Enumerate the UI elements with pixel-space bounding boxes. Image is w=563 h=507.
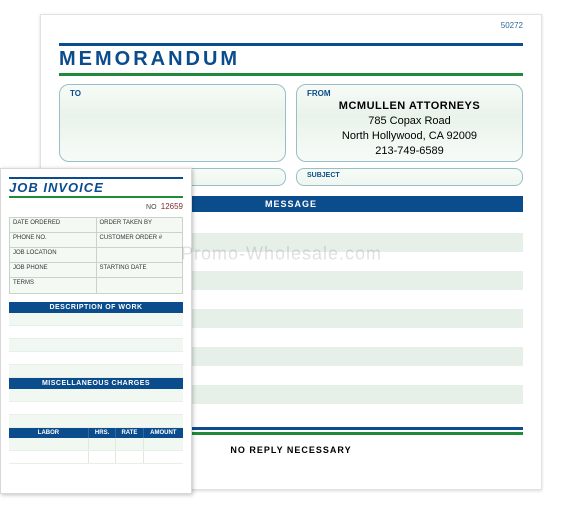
labor-cell[interactable] xyxy=(9,451,89,463)
labor-cell[interactable] xyxy=(144,451,183,463)
labor-row[interactable] xyxy=(9,451,183,464)
labor-cell[interactable] xyxy=(89,438,116,450)
section-line[interactable] xyxy=(9,365,183,378)
labor-cell[interactable] xyxy=(116,438,143,450)
rule-green-top xyxy=(59,73,523,76)
invoice-title: JOB INVOICE xyxy=(9,180,183,195)
field-row: PHONE NO.CUSTOMER ORDER # xyxy=(10,233,182,248)
desc-header: DESCRIPTION OF WORK xyxy=(9,302,183,313)
section-line[interactable] xyxy=(9,326,183,339)
inv-rule-blue xyxy=(9,177,183,179)
labor-cell[interactable] xyxy=(116,451,143,463)
labor-header-cell: HRS. xyxy=(89,428,116,438)
section-line[interactable] xyxy=(9,402,183,415)
field-row: DATE ORDEREDORDER TAKEN BY xyxy=(10,218,182,233)
field-cell[interactable]: JOB PHONE xyxy=(10,263,97,277)
rule-blue-top xyxy=(59,43,523,46)
invoice-content: JOB INVOICE NO 12659 DATE ORDEREDORDER T… xyxy=(1,169,191,468)
field-cell[interactable]: DATE ORDERED xyxy=(10,218,97,232)
from-street: 785 Copax Road xyxy=(307,114,512,129)
field-cell[interactable]: TERMS xyxy=(10,278,97,293)
section-line[interactable] xyxy=(9,313,183,326)
subject-label: SUBJECT xyxy=(307,172,340,179)
field-cell[interactable]: STARTING DATE xyxy=(97,263,183,277)
section-line[interactable] xyxy=(9,415,183,428)
subject-box[interactable]: SUBJECT xyxy=(296,168,523,186)
misc-body[interactable] xyxy=(9,389,183,428)
field-cell[interactable] xyxy=(97,278,183,293)
section-line[interactable] xyxy=(9,389,183,402)
field-row: TERMS xyxy=(10,278,182,293)
field-cell[interactable]: ORDER TAKEN BY xyxy=(97,218,183,232)
labor-header-cell: LABOR xyxy=(9,428,89,438)
from-phone: 213-749-6589 xyxy=(307,144,512,159)
labor-cell[interactable] xyxy=(89,451,116,463)
from-label: FROM xyxy=(307,89,331,98)
field-row: JOB LOCATION xyxy=(10,248,182,263)
invoice-field-grid[interactable]: DATE ORDEREDORDER TAKEN BYPHONE NO.CUSTO… xyxy=(9,217,183,294)
to-box[interactable]: TO xyxy=(59,84,286,162)
field-row: JOB PHONESTARTING DATE xyxy=(10,263,182,278)
memo-title: MEMORANDUM xyxy=(59,48,523,71)
desc-body[interactable] xyxy=(9,313,183,378)
labor-cell[interactable] xyxy=(144,438,183,450)
to-label: TO xyxy=(70,89,81,98)
invoice-number: NO 12659 xyxy=(9,202,183,211)
labor-header-cell: AMOUNT xyxy=(144,428,183,438)
labor-body[interactable] xyxy=(9,438,183,464)
field-cell[interactable] xyxy=(97,248,183,262)
job-invoice-form: JOB INVOICE NO 12659 DATE ORDEREDORDER T… xyxy=(0,168,192,494)
invoice-number-value: 12659 xyxy=(161,202,183,211)
field-cell[interactable]: PHONE NO. xyxy=(10,233,97,247)
inv-rule-green xyxy=(9,196,183,198)
labor-row[interactable] xyxy=(9,438,183,451)
field-cell[interactable]: CUSTOMER ORDER # xyxy=(97,233,183,247)
invoice-number-label: NO xyxy=(146,204,157,211)
from-content: MCMULLEN ATTORNEYS 785 Copax Road North … xyxy=(307,99,512,158)
field-cell[interactable]: JOB LOCATION xyxy=(10,248,97,262)
misc-header: MISCELLANEOUS CHARGES xyxy=(9,378,183,389)
from-name: MCMULLEN ATTORNEYS xyxy=(307,99,512,114)
address-row: TO FROM MCMULLEN ATTORNEYS 785 Copax Roa… xyxy=(59,84,523,162)
form-number: 50272 xyxy=(501,21,523,30)
labor-cell[interactable] xyxy=(9,438,89,450)
labor-header-cell: RATE xyxy=(116,428,143,438)
section-line[interactable] xyxy=(9,339,183,352)
from-box: FROM MCMULLEN ATTORNEYS 785 Copax Road N… xyxy=(296,84,523,162)
section-line[interactable] xyxy=(9,352,183,365)
from-city: North Hollywood, CA 92009 xyxy=(307,129,512,144)
labor-header-row: LABORHRS.RATEAMOUNT xyxy=(9,428,183,438)
